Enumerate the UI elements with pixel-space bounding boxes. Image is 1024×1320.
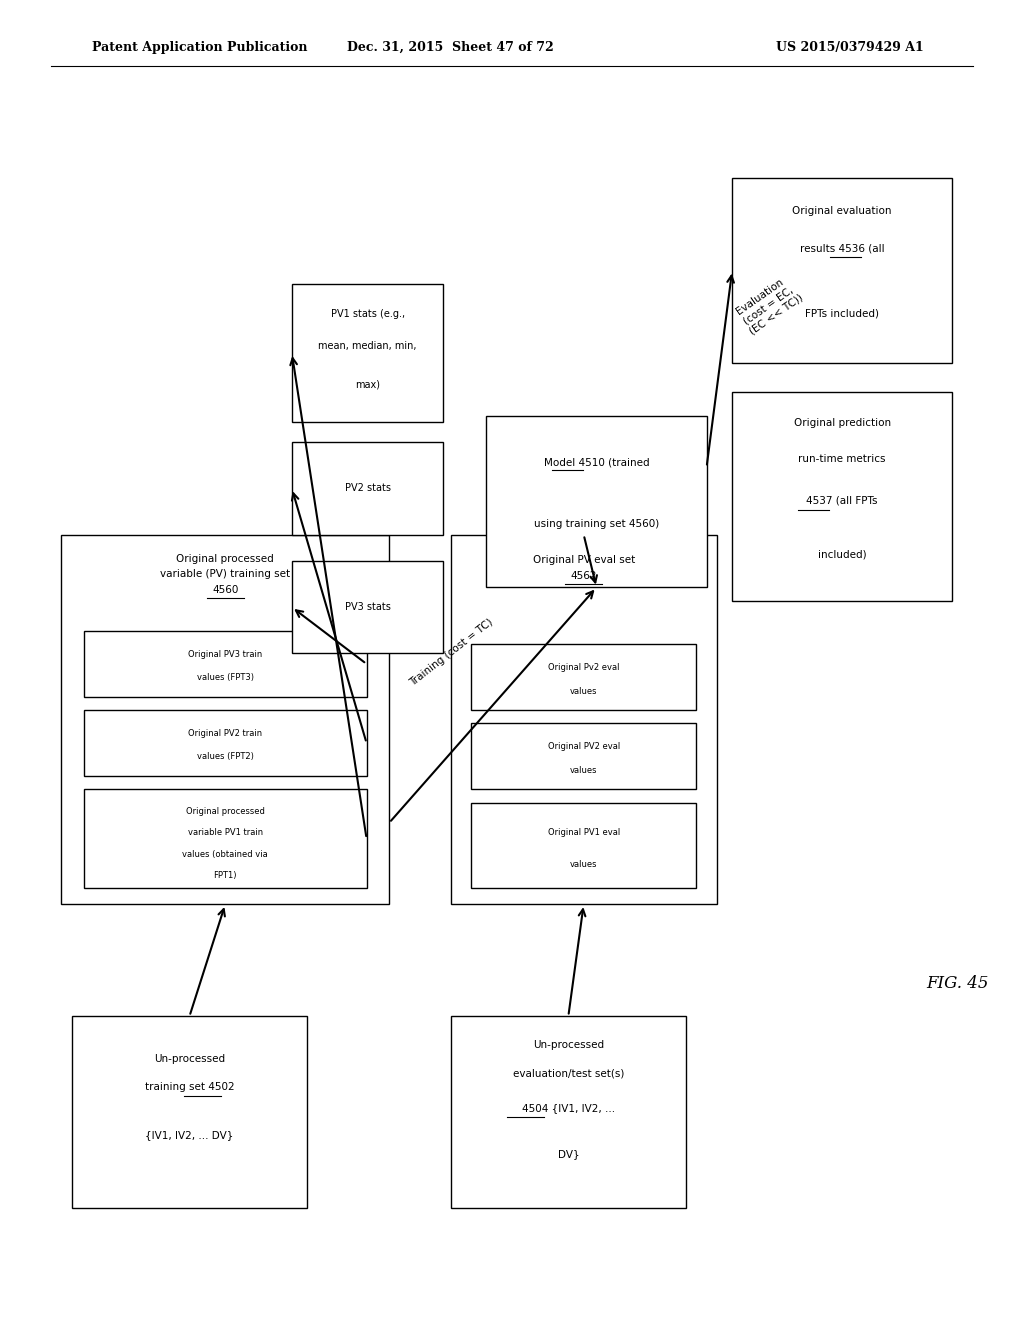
Text: 4537 (all FPTs: 4537 (all FPTs — [807, 495, 878, 506]
Text: Original evaluation: Original evaluation — [793, 206, 892, 216]
Bar — [471, 803, 696, 888]
Text: Evaluation
(cost = EC,
(EC << TC)): Evaluation (cost = EC, (EC << TC)) — [734, 273, 805, 337]
Text: values (obtained via: values (obtained via — [182, 850, 268, 859]
Text: {IV1, IV2, ... DV}: {IV1, IV2, ... DV} — [145, 1130, 233, 1140]
Bar — [84, 710, 367, 776]
Text: mean, median, min,: mean, median, min, — [318, 341, 417, 351]
Text: results 4536 (all: results 4536 (all — [800, 243, 885, 253]
Bar — [292, 442, 443, 535]
Text: Model 4510 (trained: Model 4510 (trained — [544, 457, 649, 467]
Text: values (FPT3): values (FPT3) — [197, 673, 254, 681]
Text: values: values — [570, 688, 597, 696]
Text: values (FPT2): values (FPT2) — [197, 752, 254, 760]
Text: PV3 stats: PV3 stats — [345, 602, 390, 612]
Text: variable (PV) training set: variable (PV) training set — [160, 569, 291, 579]
Bar — [732, 392, 952, 601]
Text: Original PV2 train: Original PV2 train — [188, 729, 262, 738]
Bar — [292, 284, 443, 422]
Text: Dec. 31, 2015  Sheet 47 of 72: Dec. 31, 2015 Sheet 47 of 72 — [347, 41, 554, 54]
Text: Original processed: Original processed — [176, 553, 274, 564]
Text: Un-processed: Un-processed — [532, 1040, 604, 1051]
Text: included): included) — [818, 549, 866, 560]
Bar — [72, 1016, 307, 1208]
Bar — [486, 416, 707, 587]
Text: evaluation/test set(s): evaluation/test set(s) — [513, 1069, 624, 1078]
Text: training set 4502: training set 4502 — [144, 1082, 234, 1092]
Bar — [471, 644, 696, 710]
Text: max): max) — [355, 380, 380, 389]
Bar — [732, 178, 952, 363]
Bar — [451, 1016, 686, 1208]
Bar — [451, 535, 717, 904]
Text: US 2015/0379429 A1: US 2015/0379429 A1 — [776, 41, 924, 54]
Text: FIG. 45: FIG. 45 — [926, 975, 989, 991]
Text: Original PV eval set: Original PV eval set — [532, 556, 635, 565]
Text: Un-processed: Un-processed — [154, 1053, 225, 1064]
Text: Original processed: Original processed — [185, 807, 265, 816]
Text: PV1 stats (e.g.,: PV1 stats (e.g., — [331, 309, 404, 319]
Text: DV}: DV} — [557, 1150, 580, 1159]
Text: Training (cost = TC): Training (cost = TC) — [409, 616, 496, 688]
Text: run-time metrics: run-time metrics — [799, 454, 886, 463]
Text: Original PV3 train: Original PV3 train — [188, 649, 262, 659]
Text: Patent Application Publication: Patent Application Publication — [92, 41, 307, 54]
Bar — [84, 789, 367, 888]
Text: 4562: 4562 — [570, 572, 597, 581]
Text: FPT1): FPT1) — [214, 871, 237, 880]
Bar — [84, 631, 367, 697]
Bar — [292, 561, 443, 653]
Text: values: values — [570, 767, 597, 775]
Text: 4560: 4560 — [212, 585, 239, 595]
Text: Original PV2 eval: Original PV2 eval — [548, 742, 620, 751]
Text: Original Pv2 eval: Original Pv2 eval — [548, 663, 620, 672]
Text: 4504 {IV1, IV2, ...: 4504 {IV1, IV2, ... — [522, 1104, 614, 1113]
Text: FPTs included): FPTs included) — [805, 308, 880, 318]
Bar — [61, 535, 389, 904]
Text: Original prediction: Original prediction — [794, 418, 891, 428]
Text: variable PV1 train: variable PV1 train — [187, 829, 263, 837]
Text: values: values — [570, 859, 597, 869]
Text: Original PV1 eval: Original PV1 eval — [548, 828, 620, 837]
Bar — [471, 723, 696, 789]
Text: PV2 stats: PV2 stats — [345, 483, 390, 494]
Text: using training set 4560): using training set 4560) — [534, 519, 659, 529]
